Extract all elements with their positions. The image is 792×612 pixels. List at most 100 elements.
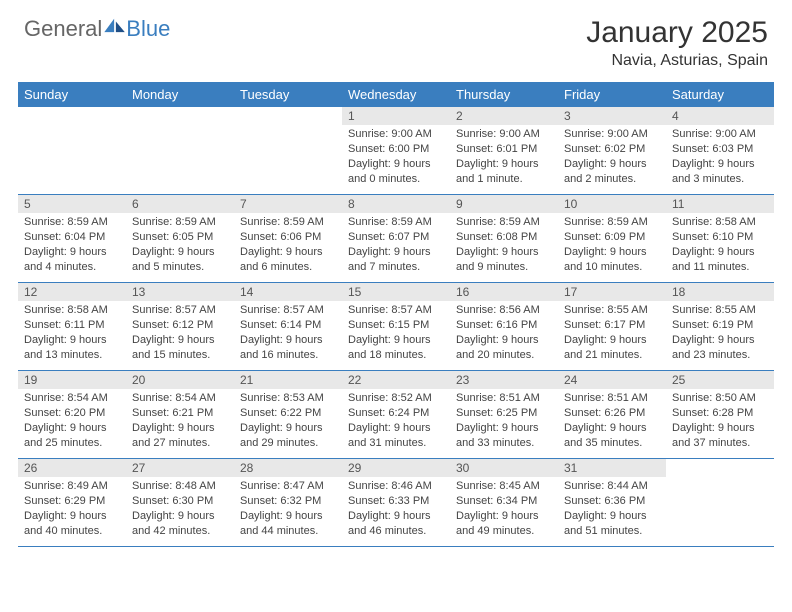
day-body: Sunrise: 8:51 AMSunset: 6:25 PMDaylight:… [450, 389, 558, 454]
sunset-text: Sunset: 6:09 PM [564, 230, 660, 245]
daylight-line2: and 42 minutes. [132, 524, 228, 539]
daylight-line2: and 11 minutes. [672, 260, 768, 275]
sunset-text: Sunset: 6:04 PM [24, 230, 120, 245]
sunrise-text: Sunrise: 8:59 AM [240, 215, 336, 230]
sunset-text: Sunset: 6:03 PM [672, 142, 768, 157]
sunset-text: Sunset: 6:12 PM [132, 318, 228, 333]
daylight-line2: and 4 minutes. [24, 260, 120, 275]
day-body: Sunrise: 8:52 AMSunset: 6:24 PMDaylight:… [342, 389, 450, 454]
daylight-line2: and 29 minutes. [240, 436, 336, 451]
calendar-day-cell: 22Sunrise: 8:52 AMSunset: 6:24 PMDayligh… [342, 371, 450, 459]
day-body: Sunrise: 9:00 AMSunset: 6:00 PMDaylight:… [342, 125, 450, 190]
day-number: 25 [666, 371, 774, 389]
daylight-line1: Daylight: 9 hours [240, 421, 336, 436]
calendar-week-row: 12Sunrise: 8:58 AMSunset: 6:11 PMDayligh… [18, 283, 774, 371]
calendar-day-cell: 30Sunrise: 8:45 AMSunset: 6:34 PMDayligh… [450, 459, 558, 547]
day-number: 14 [234, 283, 342, 301]
day-body: Sunrise: 8:45 AMSunset: 6:34 PMDaylight:… [450, 477, 558, 542]
daylight-line1: Daylight: 9 hours [240, 509, 336, 524]
daylight-line2: and 10 minutes. [564, 260, 660, 275]
daylight-line1: Daylight: 9 hours [564, 509, 660, 524]
sunset-text: Sunset: 6:15 PM [348, 318, 444, 333]
calendar-day-cell: 29Sunrise: 8:46 AMSunset: 6:33 PMDayligh… [342, 459, 450, 547]
calendar-day-cell: 8Sunrise: 8:59 AMSunset: 6:07 PMDaylight… [342, 195, 450, 283]
weekday-header: Thursday [450, 83, 558, 107]
calendar-week-row: 5Sunrise: 8:59 AMSunset: 6:04 PMDaylight… [18, 195, 774, 283]
day-number: 13 [126, 283, 234, 301]
sunset-text: Sunset: 6:16 PM [456, 318, 552, 333]
calendar-day-cell: 4Sunrise: 9:00 AMSunset: 6:03 PMDaylight… [666, 107, 774, 195]
sunrise-text: Sunrise: 9:00 AM [672, 127, 768, 142]
sunrise-text: Sunrise: 8:46 AM [348, 479, 444, 494]
brand-logo: General Blue [24, 16, 170, 42]
calendar-day-cell [234, 107, 342, 195]
sunrise-text: Sunrise: 8:48 AM [132, 479, 228, 494]
day-number: 15 [342, 283, 450, 301]
daylight-line1: Daylight: 9 hours [24, 333, 120, 348]
sunset-text: Sunset: 6:21 PM [132, 406, 228, 421]
daylight-line2: and 13 minutes. [24, 348, 120, 363]
sunset-text: Sunset: 6:01 PM [456, 142, 552, 157]
day-number: 7 [234, 195, 342, 213]
sunrise-text: Sunrise: 8:59 AM [564, 215, 660, 230]
weekday-header: Sunday [18, 83, 126, 107]
calendar-day-cell: 23Sunrise: 8:51 AMSunset: 6:25 PMDayligh… [450, 371, 558, 459]
page-header: General Blue January 2025 Navia, Asturia… [0, 0, 792, 74]
sunrise-text: Sunrise: 9:00 AM [456, 127, 552, 142]
day-body: Sunrise: 8:47 AMSunset: 6:32 PMDaylight:… [234, 477, 342, 542]
sunset-text: Sunset: 6:20 PM [24, 406, 120, 421]
daylight-line2: and 7 minutes. [348, 260, 444, 275]
weekday-header: Monday [126, 83, 234, 107]
sunset-text: Sunset: 6:05 PM [132, 230, 228, 245]
sunset-text: Sunset: 6:14 PM [240, 318, 336, 333]
daylight-line2: and 33 minutes. [456, 436, 552, 451]
weekday-header: Tuesday [234, 83, 342, 107]
daylight-line2: and 16 minutes. [240, 348, 336, 363]
calendar-day-cell [126, 107, 234, 195]
day-number: 3 [558, 107, 666, 125]
daylight-line1: Daylight: 9 hours [348, 157, 444, 172]
daylight-line1: Daylight: 9 hours [24, 421, 120, 436]
sunset-text: Sunset: 6:10 PM [672, 230, 768, 245]
sunrise-text: Sunrise: 9:00 AM [564, 127, 660, 142]
sunset-text: Sunset: 6:11 PM [24, 318, 120, 333]
daylight-line2: and 0 minutes. [348, 172, 444, 187]
day-body: Sunrise: 8:57 AMSunset: 6:12 PMDaylight:… [126, 301, 234, 366]
daylight-line2: and 20 minutes. [456, 348, 552, 363]
daylight-line1: Daylight: 9 hours [348, 333, 444, 348]
logo-sail-icon [104, 17, 126, 33]
sunset-text: Sunset: 6:19 PM [672, 318, 768, 333]
calendar-day-cell: 5Sunrise: 8:59 AMSunset: 6:04 PMDaylight… [18, 195, 126, 283]
day-number: 6 [126, 195, 234, 213]
daylight-line2: and 3 minutes. [672, 172, 768, 187]
sunrise-text: Sunrise: 8:57 AM [348, 303, 444, 318]
calendar-day-cell: 20Sunrise: 8:54 AMSunset: 6:21 PMDayligh… [126, 371, 234, 459]
calendar-day-cell: 12Sunrise: 8:58 AMSunset: 6:11 PMDayligh… [18, 283, 126, 371]
daylight-line1: Daylight: 9 hours [456, 157, 552, 172]
weekday-header: Saturday [666, 83, 774, 107]
sunset-text: Sunset: 6:02 PM [564, 142, 660, 157]
sunset-text: Sunset: 6:29 PM [24, 494, 120, 509]
sunset-text: Sunset: 6:32 PM [240, 494, 336, 509]
day-number: 30 [450, 459, 558, 477]
daylight-line2: and 51 minutes. [564, 524, 660, 539]
sunset-text: Sunset: 6:30 PM [132, 494, 228, 509]
daylight-line1: Daylight: 9 hours [564, 157, 660, 172]
calendar-day-cell: 27Sunrise: 8:48 AMSunset: 6:30 PMDayligh… [126, 459, 234, 547]
calendar-day-cell: 21Sunrise: 8:53 AMSunset: 6:22 PMDayligh… [234, 371, 342, 459]
daylight-line1: Daylight: 9 hours [456, 509, 552, 524]
day-body: Sunrise: 8:54 AMSunset: 6:21 PMDaylight:… [126, 389, 234, 454]
day-number: 11 [666, 195, 774, 213]
calendar-day-cell: 17Sunrise: 8:55 AMSunset: 6:17 PMDayligh… [558, 283, 666, 371]
day-body: Sunrise: 8:59 AMSunset: 6:08 PMDaylight:… [450, 213, 558, 278]
calendar-day-cell: 10Sunrise: 8:59 AMSunset: 6:09 PMDayligh… [558, 195, 666, 283]
sunrise-text: Sunrise: 8:53 AM [240, 391, 336, 406]
day-number: 23 [450, 371, 558, 389]
calendar-table: SundayMondayTuesdayWednesdayThursdayFrid… [18, 82, 774, 547]
day-body: Sunrise: 8:50 AMSunset: 6:28 PMDaylight:… [666, 389, 774, 454]
day-body: Sunrise: 8:59 AMSunset: 6:07 PMDaylight:… [342, 213, 450, 278]
day-number [666, 459, 774, 477]
day-number: 9 [450, 195, 558, 213]
daylight-line1: Daylight: 9 hours [132, 245, 228, 260]
sunrise-text: Sunrise: 8:56 AM [456, 303, 552, 318]
